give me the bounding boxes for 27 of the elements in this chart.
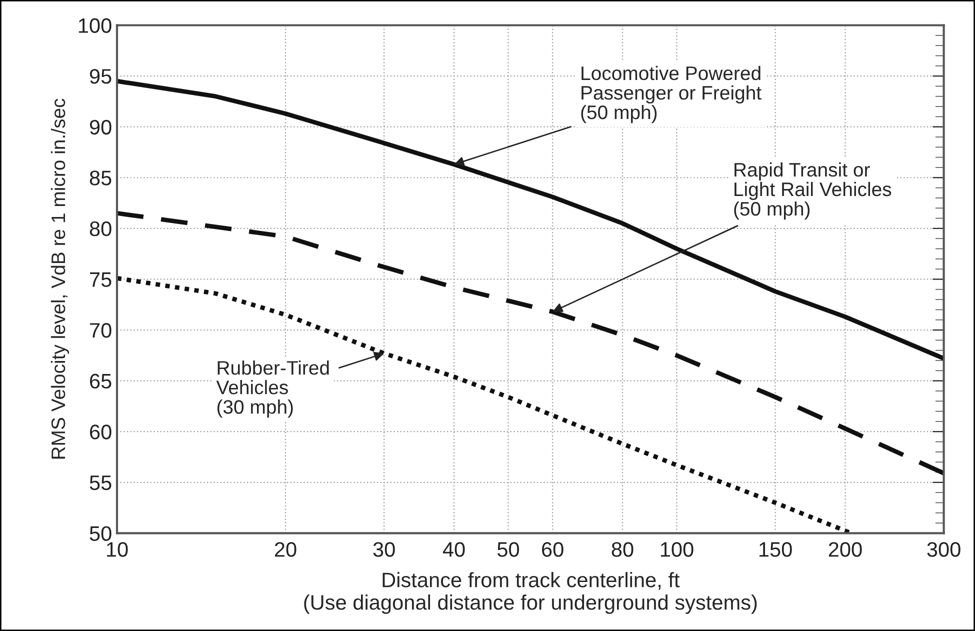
y-tick-label: 55 [90,476,112,490]
x-tick-label: 200 [828,542,862,557]
x-tick-label: 30 [373,542,395,557]
y-tick-label: 60 [90,424,112,440]
annotation: Rubber-Tired Vehicles (30 mph) [216,360,329,418]
y-tick-label: 65 [90,374,112,389]
y-axis-title: RMS Velocity level, VdB re 1 micro in./sec [50,98,70,459]
x-tick-label: 10 [107,542,128,557]
x-tick-label: 20 [274,542,296,557]
x-tick-label: 50 [497,542,520,557]
y-tick-label: 100 [78,18,112,33]
y-tick-label: 75 [90,272,112,287]
annotation: Rapid Transit or Light Rail Vehicles (50 mph) [734,162,892,220]
x-tick-label: 300 [927,542,960,557]
y-tick-label: 50 [90,526,112,541]
x-tick-label: 80 [612,542,634,557]
x-tick-label: 150 [760,542,792,557]
y-tick-label: 95 [90,69,112,84]
y-tick-label: 70 [90,323,112,338]
y-tick-label: 85 [90,170,112,186]
annotation: Locomotive Powered Passenger or Freight (50 mph) [581,66,762,124]
x-axis-title: Distance from track centerline, ft (Use diagonal distance for underground systems) [304,572,757,614]
x-tick-label: 60 [542,542,564,557]
x-tick-label: 100 [660,542,694,557]
x-tick-label: 40 [442,542,465,557]
y-tick-label: 80 [90,221,112,236]
y-tick-label: 90 [90,120,112,135]
